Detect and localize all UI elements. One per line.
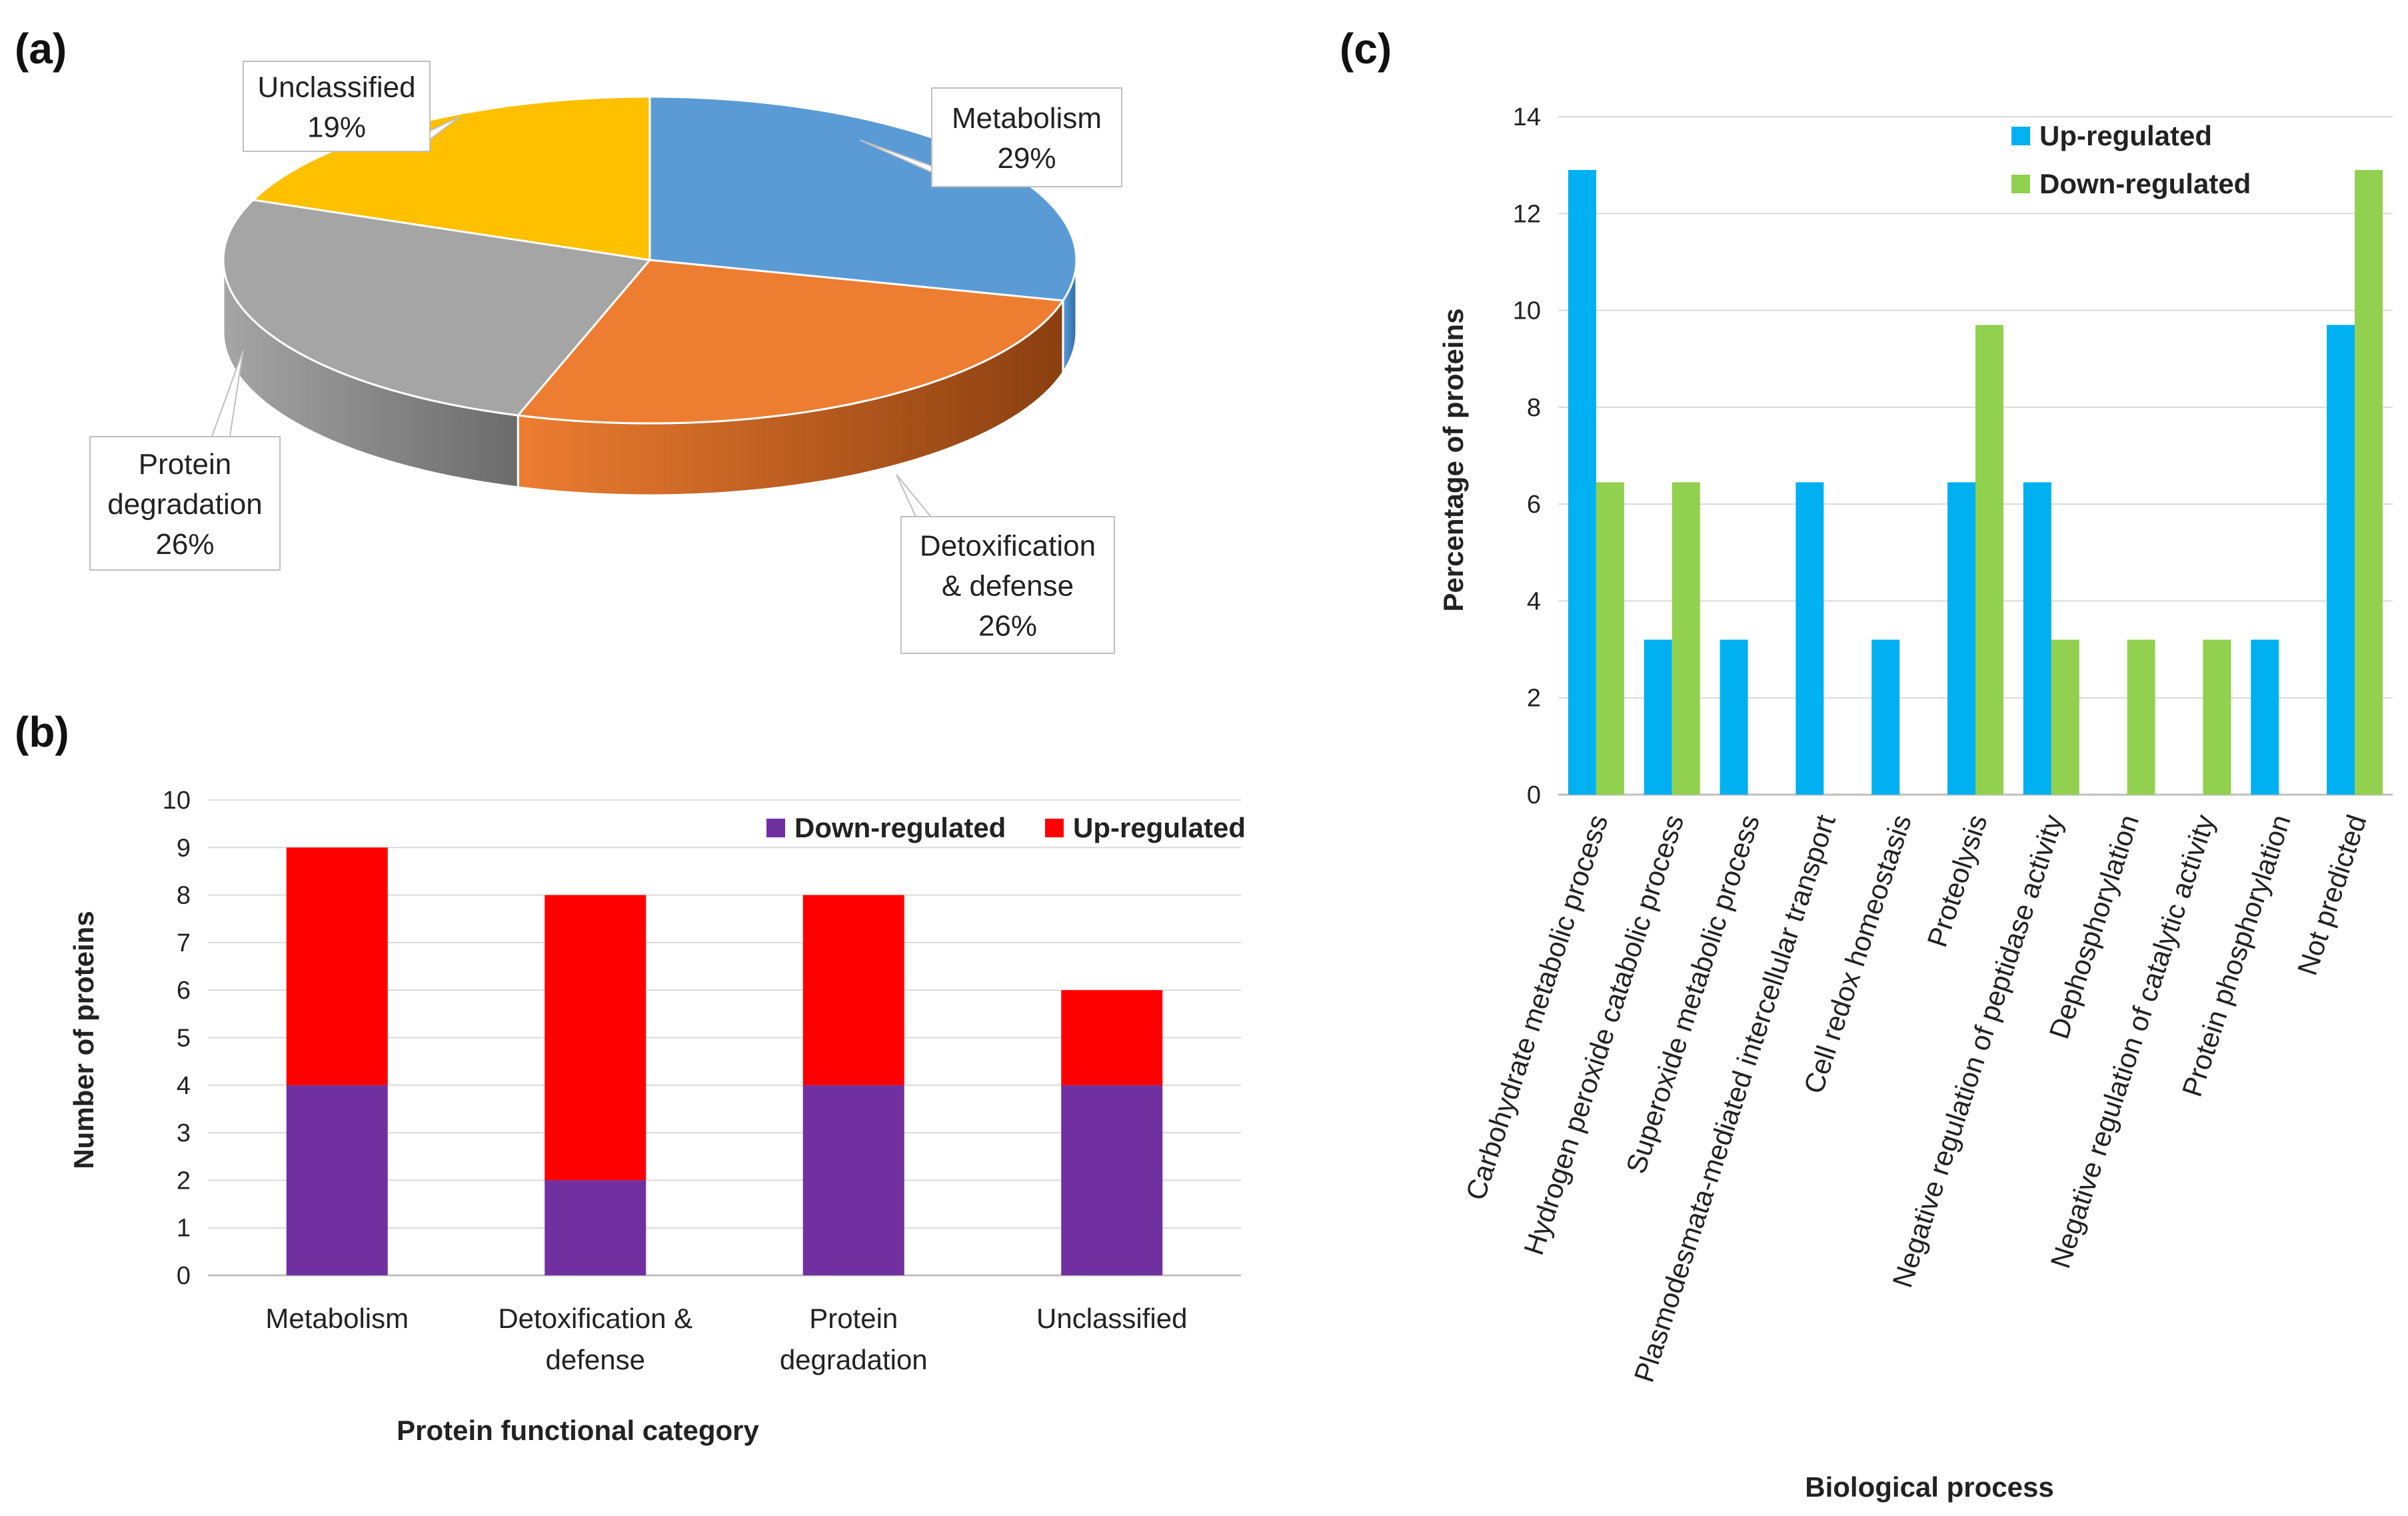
bar-up-regulated-detoxification-defense	[545, 895, 646, 1181]
legend-swatch-down-regulated	[766, 819, 785, 837]
bar-down-regulated-unclassified	[1061, 1085, 1163, 1275]
y-tick-label: 6	[1527, 491, 1541, 519]
bar-up-regulated-metabolism	[286, 847, 388, 1085]
bar-down-regulated-negative-regulation-of-peptidase-activity	[2051, 639, 2079, 795]
callout-box	[900, 516, 1115, 654]
y-tick-label: 3	[177, 1119, 191, 1147]
x-category-label: Detoxification &	[498, 1303, 692, 1334]
bar-up-regulated-protein-phosphorylation	[2251, 639, 2279, 795]
bar-up-regulated-hydrogen-peroxide-catabolic-process	[1644, 639, 1672, 795]
y-tick-label: 10	[163, 787, 191, 815]
callout-pointer	[210, 349, 244, 441]
x-category-label: Carbohydrate metabolic process	[1460, 811, 1614, 1204]
pie-label-unclassified: Unclassified	[257, 71, 415, 104]
y-tick-label: 1	[177, 1215, 191, 1243]
legend-swatch-up-regulated	[2011, 127, 2030, 145]
pie-percent-metabolism: 29%	[997, 142, 1056, 175]
bar-up-regulated-carbohydrate-metabolic-process	[1568, 169, 1596, 795]
x-category-label: Metabolism	[265, 1303, 409, 1334]
stacked-bar-chart: 0 1 2 3 4 5 6 7 8 9 10 Metabolism Detoxification & de…	[68, 787, 1246, 1446]
pie-slice-protein-degradation	[222, 199, 652, 417]
bar-down-regulated-carbohydrate-metabolic-process	[1596, 482, 1624, 795]
pie-percent-protein-degradation: 26%	[155, 528, 214, 561]
y-tick-label: 4	[1527, 587, 1541, 615]
pie-label-protein-degradation: Protein	[139, 448, 231, 481]
x-category-label: Unclassified	[1036, 1303, 1187, 1334]
y-tick-label: 4	[177, 1072, 191, 1100]
y-tick-label: 7	[177, 929, 191, 957]
bar-down-regulated-proteolysis	[1975, 325, 2003, 795]
y-tick-label: 9	[177, 834, 191, 862]
pie-percent-detoxification-defense: 26%	[978, 610, 1037, 643]
panel-label-a: (a)	[15, 25, 67, 73]
x-category-label: defense	[546, 1344, 645, 1375]
callout-pointer	[896, 474, 940, 527]
bar-up-regulated-plasmodesmata-mediated-intercellular-transport	[1796, 482, 1824, 795]
y-tick-label: 8	[177, 882, 191, 910]
bar-up-regulated-cell-redox-homeostasis	[1871, 639, 1900, 795]
bar-down-regulated-detoxification-defense	[545, 1180, 646, 1275]
panel-label-b: (b)	[15, 708, 69, 756]
legend-label-down-regulated: Down-regulated	[794, 812, 1006, 843]
bar-down-regulated-dephosphorylation	[2127, 639, 2155, 795]
x-category-label: Not predicted	[2291, 811, 2373, 979]
y-tick-label: 5	[177, 1025, 191, 1053]
grouped-bar-chart: 0 2 4 6 8 10 12 14 Carbohydrate metabolic proces…	[1438, 103, 2393, 1503]
panel-label-c: (c)	[1340, 25, 1392, 73]
x-axis-title: Protein functional category	[397, 1415, 759, 1446]
pie-percent-unclassified: 19%	[307, 111, 366, 144]
legend-label-up-regulated: Up-regulated	[2039, 120, 2212, 151]
x-category-label: Negative regulation of peptidase activit…	[1886, 811, 2069, 1291]
bar-down-regulated-not-predicted	[2355, 169, 2383, 795]
bar-down-regulated-negative-regulation-of-catalytic-activity	[2203, 639, 2231, 795]
callout-box	[931, 87, 1122, 187]
bar-up-regulated-superoxide-metabolic-process	[1720, 639, 1748, 795]
y-tick-label: 0	[177, 1262, 191, 1290]
pie-label-protein-degradation: degradation	[107, 488, 262, 521]
callout-box	[89, 436, 281, 571]
pie-chart: Metabolism 29% Detoxification & defense 26% P…	[89, 61, 1122, 654]
y-axis-title: Percentage of proteins	[1438, 308, 1469, 611]
y-tick-label: 6	[177, 977, 191, 1005]
legend-label-down-regulated: Down-regulated	[2039, 168, 2251, 199]
y-axis-title: Number of proteins	[68, 911, 99, 1169]
y-tick-label: 2	[177, 1167, 191, 1195]
pie-label-detoxification-defense: Detoxification	[920, 530, 1096, 563]
x-axis-title: Biological process	[1805, 1471, 2053, 1503]
x-category-label: degradation	[780, 1344, 928, 1375]
y-tick-label: 14	[1513, 103, 1541, 131]
bar-up-regulated-protein-degradation	[802, 895, 904, 1085]
y-tick-label: 0	[1527, 781, 1541, 809]
pie-label-metabolism: Metabolism	[952, 102, 1102, 135]
y-tick-label: 10	[1513, 297, 1541, 325]
bar-up-regulated-negative-regulation-of-peptidase-activity	[2023, 482, 2051, 795]
bar-up-regulated-proteolysis	[1947, 482, 1975, 795]
y-tick-label: 12	[1513, 200, 1541, 228]
y-tick-label: 8	[1527, 394, 1541, 422]
legend-swatch-up-regulated	[1045, 819, 1064, 837]
x-category-label: Proteolysis	[1921, 811, 1993, 951]
legend-swatch-down-regulated	[2011, 175, 2030, 193]
pie-label-detoxification-defense: & defense	[942, 570, 1074, 603]
x-category-label: Protein	[809, 1303, 898, 1334]
bar-down-regulated-hydrogen-peroxide-catabolic-process	[1672, 482, 1700, 795]
y-tick-label: 2	[1527, 685, 1541, 713]
bar-up-regulated-unclassified	[1061, 990, 1163, 1085]
pie-slice-detoxification-defense	[516, 259, 1065, 425]
bar-down-regulated-protein-degradation	[802, 1085, 904, 1275]
legend-label-up-regulated: Up-regulated	[1073, 812, 1246, 843]
bar-down-regulated-metabolism	[286, 1085, 388, 1275]
bar-up-regulated-not-predicted	[2327, 325, 2355, 795]
callout-box	[243, 61, 431, 152]
